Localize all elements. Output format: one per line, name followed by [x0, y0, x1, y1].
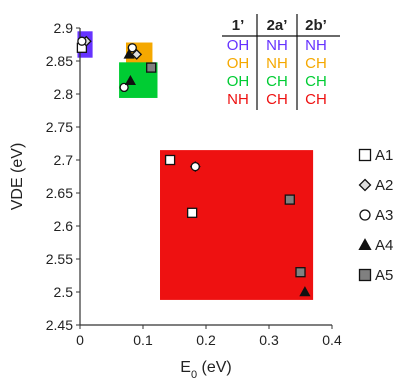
x-tick-label: 0.4 — [322, 332, 342, 348]
legend-label: A3 — [375, 207, 393, 224]
y-tick-label: 2.6 — [54, 218, 74, 234]
table-header: 1’ — [232, 17, 245, 34]
y-tick-label: 2.7 — [54, 152, 74, 168]
legend-marker-a2 — [358, 178, 372, 192]
x-tick-label: 0 — [76, 332, 84, 348]
data-point-a3 — [127, 43, 137, 53]
table-cell: CH — [266, 73, 288, 90]
table-cell: OH — [227, 37, 250, 54]
highlight-region — [160, 150, 314, 300]
legend-label: A2 — [375, 177, 393, 194]
table-header: 2a’ — [267, 17, 288, 34]
table-cell: NH — [266, 55, 288, 72]
legend-label: A5 — [375, 267, 393, 284]
data-point-a4 — [124, 74, 137, 86]
axes: 2.45 2.5 2.55 2.6 2.65 2.7 2.75 2.8 2.85 2.9 0 0.1 0… — [9, 20, 342, 380]
data-point-a2 — [131, 48, 143, 60]
table-cell: CH — [305, 73, 327, 90]
legend: A1 A2 A3 A4 A5 — [358, 147, 393, 284]
data-point-a4 — [123, 48, 135, 59]
x-tick-label: 0.2 — [196, 332, 216, 348]
table-cell: CH — [266, 91, 288, 108]
data-point-a3 — [190, 161, 200, 172]
x-axis-title-subscript: 0 — [191, 369, 197, 380]
y-axis-title: VDE (eV) — [9, 143, 26, 211]
highlight-regions — [77, 31, 314, 300]
data-point-a3 — [119, 82, 129, 93]
data-point-a5 — [284, 194, 295, 205]
legend-label: A1 — [375, 147, 393, 164]
x-tick-label: 0.1 — [133, 332, 153, 348]
x-tick-label: 0.3 — [259, 332, 279, 348]
table-header: 2b’ — [305, 17, 327, 34]
table-cell: CH — [305, 55, 327, 72]
y-tick-label: 2.9 — [54, 20, 74, 36]
data-point-a5 — [146, 62, 157, 73]
data-points — [76, 35, 311, 297]
table-cell: CH — [305, 91, 327, 108]
legend-marker-a5 — [358, 268, 372, 282]
legend-marker-a3 — [359, 209, 371, 221]
data-point-a4 — [299, 286, 311, 297]
x-axis-title-unit: (eV) — [197, 359, 232, 376]
table-cell: OH — [227, 55, 250, 72]
data-point-a3 — [77, 36, 87, 46]
table-cell: NH — [305, 37, 327, 54]
data-point-a1 — [186, 207, 198, 218]
y-tick-label: 2.65 — [46, 185, 73, 201]
legend-marker-a1 — [358, 148, 372, 162]
y-tick-label: 2.75 — [46, 119, 73, 135]
y-tick-label: 2.55 — [46, 251, 73, 267]
legend-label: A4 — [375, 237, 393, 254]
table-cell: NH — [227, 91, 249, 108]
data-point-a5 — [295, 267, 306, 278]
legend-marker-a4 — [358, 238, 372, 251]
table-cell: OH — [227, 73, 250, 90]
y-tick-label: 2.85 — [46, 53, 73, 69]
x-axis-title-main: E — [180, 359, 191, 376]
x-axis-title: E0 (eV) — [180, 359, 231, 380]
y-tick-label: 2.5 — [54, 284, 74, 300]
data-point-a1 — [164, 154, 176, 166]
table-cell: NH — [266, 37, 288, 54]
y-tick-label: 2.8 — [54, 86, 74, 102]
y-tick-label: 2.45 — [46, 317, 73, 333]
